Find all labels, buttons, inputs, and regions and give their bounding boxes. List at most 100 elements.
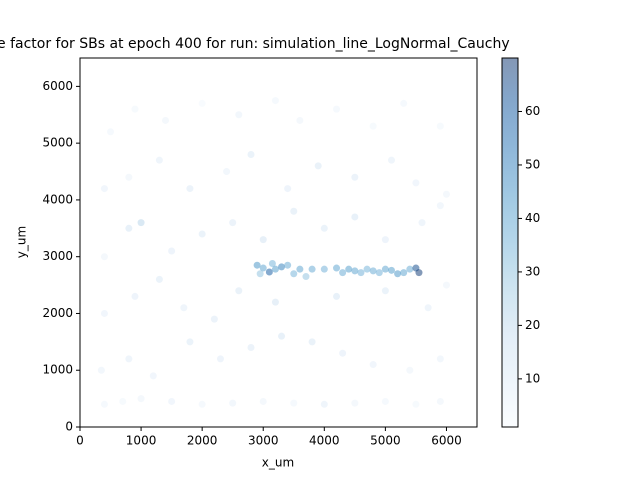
point [168,397,176,405]
point [400,269,408,277]
point [339,349,347,357]
x-axis-label: x_um [262,456,294,470]
point [308,265,316,273]
point [216,355,224,363]
point [186,338,194,346]
point [198,99,206,107]
point [223,168,231,176]
chart-title: e factor for SBs at epoch 400 for run: s… [0,36,510,52]
point [256,270,264,278]
point [149,372,157,380]
point [320,400,328,408]
x-tick-label: 6000 [431,434,462,448]
point [412,179,420,187]
point [268,260,276,268]
point [357,269,365,277]
point [162,116,170,124]
point [351,399,359,407]
point [339,269,347,277]
point [259,397,267,405]
point [278,263,286,271]
point [253,261,261,269]
point [314,162,322,170]
point [155,156,163,164]
point [308,338,316,346]
point [198,230,206,238]
colorbar [501,57,519,428]
point [381,236,389,244]
colorbar-tick-label: 60 [525,104,540,118]
colorbar-tick-label: 20 [525,318,540,332]
point [229,399,237,407]
y-tick-label: 2000 [42,306,73,320]
point [436,355,444,363]
y-tick-label: 0 [65,420,73,434]
point [168,247,176,255]
y-tick-label: 4000 [42,192,73,206]
point [131,105,139,113]
y-tick-label: 1000 [42,363,73,377]
point [125,224,133,232]
point [229,219,237,227]
plot-frame [79,57,478,428]
point [296,265,304,273]
point [436,397,444,405]
point [155,275,163,283]
point [180,304,188,312]
point [351,267,359,275]
point [186,185,194,193]
point [442,281,450,289]
point [345,265,353,273]
point [247,151,255,159]
point [100,309,108,317]
point [302,273,310,281]
x-tick-label: 0 [76,434,84,448]
point [284,185,292,193]
point [351,213,359,221]
point [394,270,402,278]
point [107,128,115,136]
point [198,400,206,408]
colorbar-tick-label: 10 [525,371,540,385]
point [369,361,377,369]
point [387,266,395,274]
point [125,355,133,363]
point [436,122,444,130]
point [125,173,133,181]
y-tick-label: 5000 [42,136,73,150]
point [247,344,255,352]
point [278,332,286,340]
point [369,122,377,130]
point [97,366,105,374]
point [442,190,450,198]
point [235,287,243,295]
point [424,304,432,312]
point [412,400,420,408]
point [100,253,108,261]
point [137,219,145,227]
point [265,268,273,276]
point [210,315,218,323]
point [131,292,139,300]
point [235,111,243,119]
x-tick-label: 1000 [126,434,157,448]
points [97,97,450,408]
y-tick-label: 6000 [42,79,73,93]
colorbar-tick-label: 30 [525,264,540,278]
point [290,399,298,407]
point [351,173,359,181]
y-tick-label: 3000 [42,249,73,263]
point [290,207,298,215]
x-tick-label: 5000 [370,434,401,448]
point [369,267,377,275]
point [381,397,389,405]
point [100,400,108,408]
point [333,292,341,300]
point [320,265,328,273]
point [290,270,298,278]
colorbar-tick-label: 40 [525,211,540,225]
point [406,265,414,273]
point [271,298,279,306]
point [381,265,389,273]
